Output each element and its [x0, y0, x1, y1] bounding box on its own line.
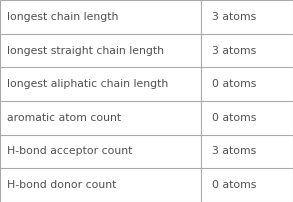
Text: H-bond donor count: H-bond donor count — [7, 180, 117, 190]
Text: 3 atoms: 3 atoms — [212, 45, 257, 56]
Text: H-bond acceptor count: H-bond acceptor count — [7, 146, 133, 157]
Text: 0 atoms: 0 atoms — [212, 79, 257, 89]
Text: longest chain length: longest chain length — [7, 12, 119, 22]
Text: longest aliphatic chain length: longest aliphatic chain length — [7, 79, 168, 89]
Text: 3 atoms: 3 atoms — [212, 146, 257, 157]
Text: aromatic atom count: aromatic atom count — [7, 113, 122, 123]
Text: longest straight chain length: longest straight chain length — [7, 45, 164, 56]
Text: 0 atoms: 0 atoms — [212, 113, 257, 123]
Text: 0 atoms: 0 atoms — [212, 180, 257, 190]
Text: 3 atoms: 3 atoms — [212, 12, 257, 22]
